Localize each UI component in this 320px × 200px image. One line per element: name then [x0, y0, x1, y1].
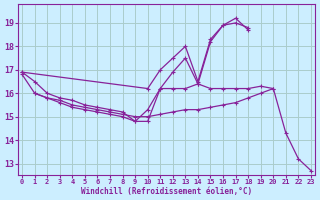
X-axis label: Windchill (Refroidissement éolien,°C): Windchill (Refroidissement éolien,°C): [81, 187, 252, 196]
